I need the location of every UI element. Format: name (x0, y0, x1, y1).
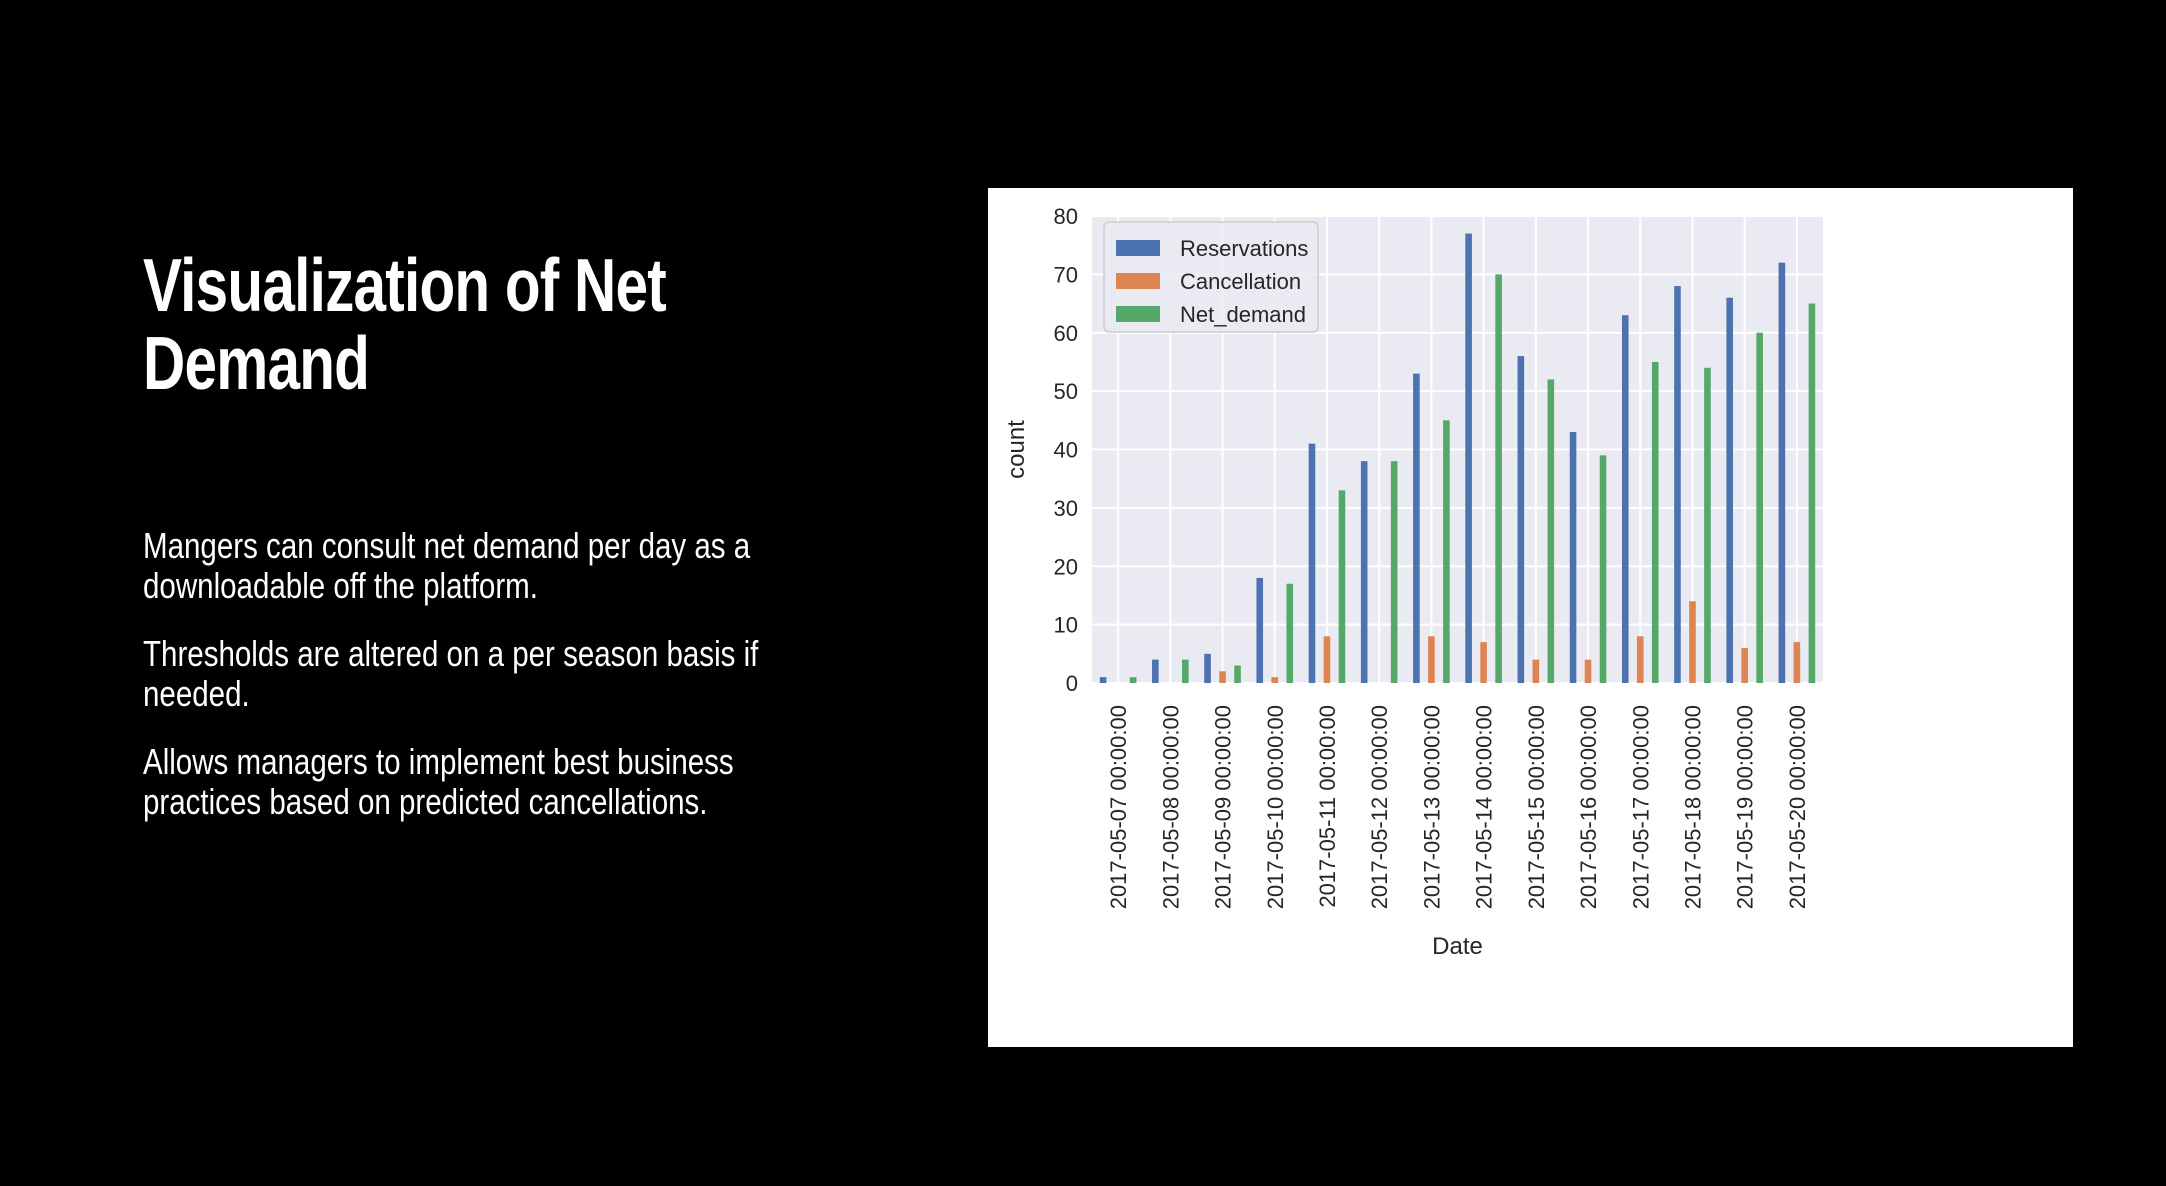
bar-reservations (1152, 659, 1159, 683)
bar-reservations (1569, 431, 1577, 683)
bar-cancellation (1793, 642, 1801, 683)
legend-label: Cancellation (1180, 269, 1301, 294)
x-tick-label: 2017-05-09 00:00:00 (1211, 705, 1236, 909)
bar-net-demand (1129, 677, 1137, 683)
bar-reservations (1465, 233, 1472, 683)
bar-reservations (1674, 286, 1681, 683)
bar-reservations (1621, 315, 1629, 683)
x-tick-label: 2017-05-16 00:00:00 (1576, 705, 1601, 909)
bar-cancellation (1428, 636, 1435, 683)
bar-cancellation (1480, 642, 1487, 683)
legend-swatch (1116, 240, 1160, 256)
y-tick-label: 0 (1066, 671, 1078, 696)
bar-cancellation (1271, 677, 1279, 683)
bar-reservations (1360, 461, 1368, 683)
x-axis-label: Date (1432, 933, 1483, 960)
y-axis-label: count (1003, 420, 1030, 479)
y-tick-label: 50 (1054, 379, 1078, 404)
bar-net-demand (1338, 490, 1346, 683)
x-tick-label: 2017-05-10 00:00:00 (1263, 705, 1288, 909)
y-tick-label: 70 (1054, 262, 1078, 287)
bar-reservations (1204, 653, 1211, 683)
bar-reservations (1778, 262, 1786, 683)
bar-net-demand (1756, 332, 1763, 683)
bar-net-demand (1547, 379, 1555, 683)
legend-label: Reservations (1180, 236, 1308, 261)
net-demand-bar-chart: 0 10 20 30 40 50 60 70 80 2017-05-07 00:00:00 2017… (1003, 204, 1823, 960)
bar-net-demand (1599, 455, 1607, 683)
bar-net-demand (1651, 361, 1659, 683)
bar-net-demand (1390, 461, 1398, 683)
bar-cancellation (1689, 601, 1696, 683)
slide-body: Mangers can consult net demand per day a… (143, 526, 832, 850)
bar-reservations (1099, 677, 1107, 683)
x-tick-label: 2017-05-20 00:00:00 (1785, 705, 1810, 909)
bar-net-demand (1704, 367, 1711, 683)
bar-cancellation (1741, 647, 1748, 683)
bar-reservations (1517, 356, 1525, 683)
body-paragraph-1: Mangers can consult net demand per day a… (143, 525, 751, 606)
y-tick-label: 10 (1054, 613, 1078, 638)
y-tick-label: 20 (1054, 554, 1078, 579)
y-tick-label: 40 (1054, 438, 1078, 463)
legend-label: Net_demand (1180, 302, 1306, 327)
bar-cancellation (1323, 636, 1331, 683)
bar-net-demand (1495, 274, 1502, 683)
bar-reservations (1256, 577, 1264, 683)
x-tick-label: 2017-05-13 00:00:00 (1419, 705, 1444, 909)
bar-net-demand (1182, 659, 1189, 683)
y-tick-label: 30 (1054, 496, 1078, 521)
x-tick-label: 2017-05-17 00:00:00 (1628, 705, 1653, 909)
bar-cancellation (1219, 671, 1226, 683)
bar-net-demand (1234, 665, 1241, 683)
body-paragraph-2: Thresholds are altered on a per season b… (143, 633, 759, 714)
body-paragraph-3: Allows managers to implement best busine… (143, 741, 734, 822)
slide-title: Visualization of Net Demand (143, 243, 667, 405)
x-tick-label: 2017-05-15 00:00:00 (1524, 705, 1549, 909)
y-tick-label: 80 (1054, 204, 1078, 229)
bar-reservations (1308, 443, 1316, 683)
bar-net-demand (1443, 420, 1450, 683)
x-tick-label: 2017-05-18 00:00:00 (1680, 705, 1705, 909)
bar-reservations (1413, 373, 1420, 683)
x-tick-label: 2017-05-14 00:00:00 (1472, 705, 1497, 909)
legend-swatch (1116, 273, 1160, 289)
x-tick-label: 2017-05-07 00:00:00 (1106, 705, 1131, 909)
bar-cancellation (1584, 659, 1592, 683)
x-tick-label: 2017-05-19 00:00:00 (1733, 705, 1758, 909)
bar-reservations (1726, 297, 1733, 683)
bar-cancellation (1636, 636, 1644, 683)
bar-net-demand (1286, 583, 1294, 683)
x-tick-label: 2017-05-08 00:00:00 (1158, 705, 1183, 909)
y-tick-label: 60 (1054, 321, 1078, 346)
bar-net-demand (1808, 303, 1816, 683)
legend-swatch (1116, 306, 1160, 322)
bar-cancellation (1532, 659, 1540, 683)
x-tick-label: 2017-05-12 00:00:00 (1367, 705, 1392, 909)
x-tick-label: 2017-05-11 00:00:00 (1315, 705, 1340, 908)
chart-panel: 0 10 20 30 40 50 60 70 80 2017-05-07 00:00:00 2017… (988, 188, 2073, 1047)
